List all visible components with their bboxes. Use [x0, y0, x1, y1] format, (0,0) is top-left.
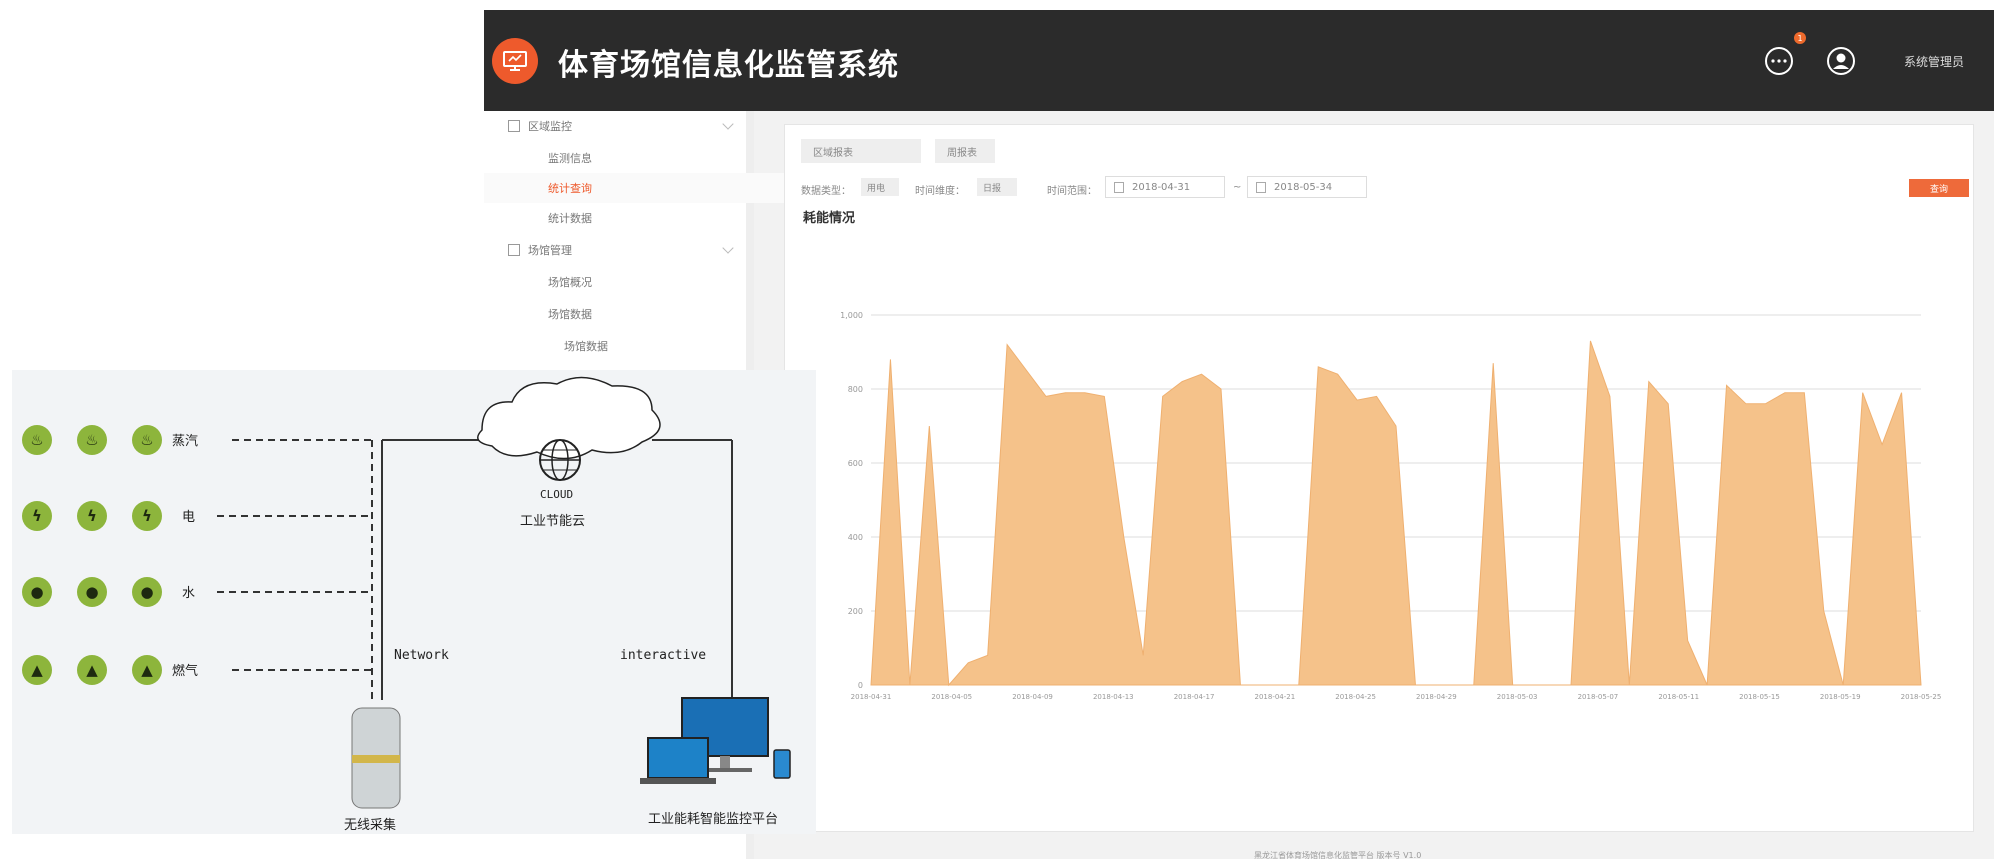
energy-area-chart: 0 200 400 600 800 1,000 2018-04-31 2018-04-05 20…: [840, 311, 1942, 701]
water-drop-icon: ●: [77, 577, 107, 607]
x-tick-label: 2018-04-21: [1255, 693, 1296, 701]
sidebar-item-venue-overview[interactable]: 场馆概况: [484, 267, 810, 297]
checkbox-icon: [508, 244, 520, 256]
sidebar-item-venue-data-sub[interactable]: 场馆数据: [484, 331, 826, 361]
sidebar-item-stats-data[interactable]: 统计数据: [484, 203, 810, 233]
app-window: 体育场馆信息化监管系统 1 系统管理员 区域监控 监测信息 统计查询: [484, 10, 1994, 860]
end-date-value: 2018-05-34: [1274, 181, 1333, 193]
water-label: 水: [182, 586, 196, 601]
x-tick-label: 2018-05-25: [1901, 693, 1942, 701]
tab-region-report[interactable]: 区域报表: [801, 139, 921, 163]
granularity-select[interactable]: 日报: [977, 178, 1017, 196]
x-tick-label: 2018-05-11: [1658, 693, 1699, 701]
steam-icon: ♨: [77, 425, 107, 455]
sidebar-item-label: 统计查询: [548, 182, 592, 195]
y-tick-label: 600: [848, 459, 863, 468]
chevron-down-icon: [722, 118, 734, 130]
steam-label: 蒸汽: [172, 434, 199, 449]
calendar-icon: [1256, 181, 1266, 193]
water-drop-icon: ●: [132, 577, 162, 607]
steam-icon: ♨: [132, 425, 162, 455]
app-title: 体育场馆信息化监管系统: [558, 48, 899, 83]
calendar-icon: [1114, 181, 1124, 193]
sidebar-item-label: 统计数据: [548, 212, 592, 225]
y-tick-label: 200: [848, 607, 863, 616]
sidebar-item-label: 场馆管理: [528, 244, 572, 257]
sidebar-item-label: 场馆数据: [548, 308, 592, 321]
network-label: Network: [394, 648, 449, 663]
main-panel: 区域报表 周报表 数据类型： 用电 时间维度： 日报 时间范围： 2018-04…: [784, 124, 1974, 832]
type-select[interactable]: 用电: [861, 178, 899, 196]
x-tick-label: 2018-05-03: [1497, 693, 1538, 701]
x-tick-label: 2018-05-19: [1820, 693, 1861, 701]
tab-week-report[interactable]: 周报表: [935, 139, 995, 163]
granularity-label: 时间维度：: [915, 186, 965, 197]
x-tick-label: 2018-04-09: [1012, 693, 1053, 701]
x-tick-label: 2018-04-31: [851, 693, 892, 701]
checkbox-icon: [508, 120, 520, 132]
gas-label: 燃气: [172, 664, 199, 679]
platform-label: 工业能耗智能监控平台: [648, 812, 779, 827]
x-tick-label: 2018-04-29: [1416, 693, 1457, 701]
steam-icon: ♨: [22, 425, 52, 455]
electric-icon: ϟ: [77, 501, 107, 531]
range-separator: ~: [1233, 182, 1242, 193]
sidebar-item-label: 场馆数据: [564, 340, 608, 353]
x-tick-label: 2018-04-05: [931, 693, 972, 701]
gas-flame-icon: ▲: [77, 655, 107, 685]
diagram-lines: [217, 376, 791, 809]
user-menu[interactable]: 系统管理员: [1904, 55, 1965, 69]
interactive-label: interactive: [620, 648, 707, 663]
cloud-label: 工业节能云: [520, 514, 586, 529]
gas-flame-icon: ▲: [132, 655, 162, 685]
sidebar-item-venue[interactable]: 场馆管理: [484, 235, 746, 265]
message-badge: 1: [1794, 32, 1806, 44]
user-avatar-icon[interactable]: [1824, 44, 1858, 78]
end-date-input[interactable]: 2018-05-34: [1247, 176, 1367, 198]
footer-text: 黑龙江省体育场馆信息化监管平台 版本号 V1.0: [1254, 851, 1422, 860]
architecture-diagram: ♨ ♨ ♨ 蒸汽 ϟ ϟ ϟ 电 ● ● ● 水 ▲ ▲ ▲ 燃气 CLOUD …: [12, 370, 816, 834]
gas-flame-icon: ▲: [22, 655, 52, 685]
y-tick-label: 800: [848, 385, 863, 394]
electric-icon: ϟ: [132, 501, 162, 531]
x-tick-label: 2018-05-07: [1578, 693, 1619, 701]
sidebar-item-venue-data[interactable]: 场馆数据: [484, 299, 810, 329]
start-date-value: 2018-04-31: [1132, 181, 1191, 193]
electric-label: 电: [182, 510, 196, 525]
y-tick-label: 1,000: [840, 311, 863, 320]
sidebar-item-region[interactable]: 区域监控: [484, 111, 746, 141]
top-bar: 体育场馆信息化监管系统 1 系统管理员: [484, 10, 1994, 111]
message-icon[interactable]: [1762, 44, 1796, 78]
chevron-down-icon: [722, 242, 734, 254]
monitor-logo-icon: [492, 38, 538, 84]
y-tick-label: 0: [858, 681, 863, 690]
start-date-input[interactable]: 2018-04-31: [1105, 176, 1225, 198]
chart-title: 耗能情况: [803, 211, 856, 226]
series-area: [870, 340, 1922, 687]
sidebar-item-label: 场馆概况: [548, 276, 592, 289]
x-tick-label: 2018-04-17: [1174, 693, 1215, 701]
x-tick-label: 2018-05-15: [1739, 693, 1780, 701]
x-tick-label: 2018-04-25: [1335, 693, 1376, 701]
type-label: 数据类型：: [801, 186, 851, 197]
electric-icon: ϟ: [22, 501, 52, 531]
sidebar-item-label: 区域监控: [528, 120, 572, 133]
range-label: 时间范围：: [1047, 186, 1097, 197]
y-tick-label: 400: [848, 533, 863, 542]
sidebar-item-stats-query[interactable]: 统计查询: [484, 173, 810, 203]
cloud-title: CLOUD: [540, 488, 574, 501]
water-drop-icon: ●: [22, 577, 52, 607]
sidebar-item-monitor[interactable]: 监测信息: [484, 143, 810, 173]
x-tick-label: 2018-04-13: [1093, 693, 1134, 701]
query-button[interactable]: 查询: [1909, 179, 1969, 197]
sidebar-item-label: 监测信息: [548, 152, 592, 165]
collector-label: 无线采集: [344, 818, 397, 833]
